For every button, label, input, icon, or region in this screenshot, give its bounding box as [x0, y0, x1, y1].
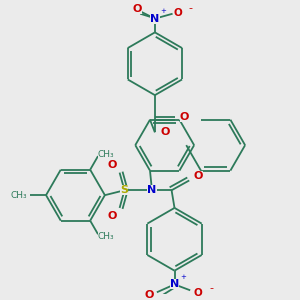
Text: S: S [121, 185, 128, 195]
Text: CH₃: CH₃ [10, 191, 27, 200]
Text: O: O [194, 288, 203, 298]
Text: +: + [180, 274, 186, 280]
Text: O: O [144, 290, 154, 300]
Text: -: - [210, 283, 214, 293]
Text: O: O [107, 160, 116, 170]
Text: CH₃: CH₃ [98, 232, 114, 241]
Text: CH₃: CH₃ [98, 150, 114, 159]
Text: O: O [194, 170, 203, 181]
Text: -: - [188, 3, 192, 13]
Text: N: N [147, 185, 157, 195]
Text: O: O [133, 4, 142, 14]
Text: O: O [107, 211, 116, 221]
Text: N: N [170, 279, 179, 290]
Text: O: O [180, 112, 189, 122]
Text: N: N [150, 14, 160, 24]
Text: O: O [173, 8, 182, 18]
Text: O: O [160, 128, 169, 137]
Text: +: + [160, 8, 166, 14]
